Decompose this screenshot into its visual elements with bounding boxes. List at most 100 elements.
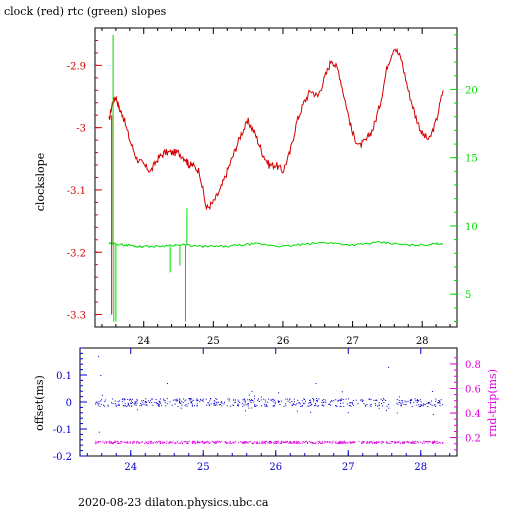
roundtrip-point: [206, 442, 208, 444]
roundtrip-point: [408, 442, 410, 444]
roundtrip-point: [225, 442, 227, 444]
roundtrip-point: [166, 440, 168, 442]
offset-point: [355, 399, 357, 401]
offset-point: [299, 403, 301, 405]
roundtrip-point: [432, 442, 434, 444]
offset-point: [221, 405, 223, 407]
roundtrip-point: [188, 440, 190, 442]
offset-point: [149, 400, 151, 402]
offset-point: [253, 401, 255, 403]
offset-point: [115, 405, 117, 407]
offset-point: [163, 399, 165, 401]
roundtrip-point: [204, 441, 206, 443]
roundtrip-point: [396, 442, 398, 444]
offset-point: [214, 402, 216, 404]
roundtrip-point: [232, 441, 234, 443]
offset-point: [103, 404, 104, 406]
roundtrip-point: [325, 441, 327, 443]
offset-point: [405, 401, 407, 403]
roundtrip-point: [187, 443, 189, 445]
offset-point: [188, 398, 190, 400]
roundtrip-point: [181, 442, 183, 444]
roundtrip-point: [150, 440, 152, 442]
offset-point: [117, 401, 119, 403]
offset-point: [142, 401, 144, 403]
offset-point: [202, 400, 204, 402]
offset-point: [169, 401, 171, 403]
offset-point: [365, 405, 367, 407]
offset-point: [297, 399, 299, 401]
roundtrip-point: [115, 441, 117, 443]
offset-point: [413, 401, 415, 403]
roundtrip-point: [169, 441, 171, 443]
roundtrip-point: [160, 441, 162, 443]
roundtrip-point: [162, 443, 164, 444]
green-rtc-line: [108, 241, 444, 249]
offset-point: [243, 400, 245, 402]
offset-point: [314, 404, 316, 406]
offset-point: [377, 405, 378, 407]
offset-point: [179, 401, 181, 403]
roundtrip-point: [338, 442, 339, 443]
offset-point: [342, 402, 344, 404]
roundtrip-point: [321, 442, 323, 444]
roundtrip-point: [436, 440, 438, 442]
offset-point: [131, 402, 132, 404]
roundtrip-point: [312, 442, 313, 443]
offset-point: [420, 406, 421, 407]
roundtrip-point: [136, 441, 138, 443]
offset-point: [237, 405, 238, 407]
roundtrip-point: [323, 442, 325, 444]
roundtrip-point: [325, 442, 327, 443]
roundtrip-point: [256, 441, 258, 443]
offset-point: [124, 404, 126, 406]
offset-point: [213, 402, 215, 404]
roundtrip-point: [347, 442, 349, 444]
roundtrip-point: [284, 441, 286, 443]
roundtrip-point: [124, 442, 126, 444]
roundtrip-point: [410, 442, 412, 444]
offset-point: [427, 402, 429, 404]
offset-point: [264, 405, 266, 407]
offset-point: [352, 402, 353, 404]
offset-point: [340, 403, 342, 404]
roundtrip-point: [133, 441, 135, 443]
offset-point: [441, 404, 443, 406]
offset-point: [428, 401, 430, 403]
offset-point: [192, 404, 193, 406]
offset-point: [272, 401, 274, 403]
offset-point: [439, 400, 441, 402]
offset-point: [124, 402, 126, 404]
offset-point: [165, 405, 167, 407]
offset-outlier: [98, 356, 100, 358]
roundtrip-point: [209, 442, 211, 444]
offset-point: [189, 398, 191, 399]
roundtrip-point: [400, 442, 402, 444]
roundtrip-point: [194, 442, 196, 444]
offset-point: [339, 405, 341, 407]
roundtrip-point: [109, 440, 111, 442]
roundtrip-point: [274, 443, 276, 445]
roundtrip-point: [429, 440, 431, 442]
offset-point: [181, 404, 183, 406]
offset-point: [123, 399, 125, 401]
offset-point: [398, 400, 400, 402]
roundtrip-point: [336, 442, 338, 444]
offset-point: [409, 400, 411, 402]
offset-point: [438, 402, 440, 404]
roundtrip-point: [137, 441, 139, 443]
roundtrip-point: [213, 441, 215, 443]
offset-point: [154, 402, 156, 404]
roundtrip-point: [132, 442, 133, 444]
offset-point: [228, 398, 230, 400]
roundtrip-point: [290, 442, 292, 444]
offset-point: [382, 398, 384, 400]
roundtrip-point: [437, 443, 439, 444]
offset-point: [131, 400, 132, 402]
roundtrip-point: [263, 441, 265, 443]
offset-point: [184, 405, 186, 407]
offset-point: [381, 405, 383, 407]
roundtrip-point: [368, 442, 370, 444]
roundtrip-point: [297, 441, 299, 443]
offset-point: [158, 405, 160, 407]
